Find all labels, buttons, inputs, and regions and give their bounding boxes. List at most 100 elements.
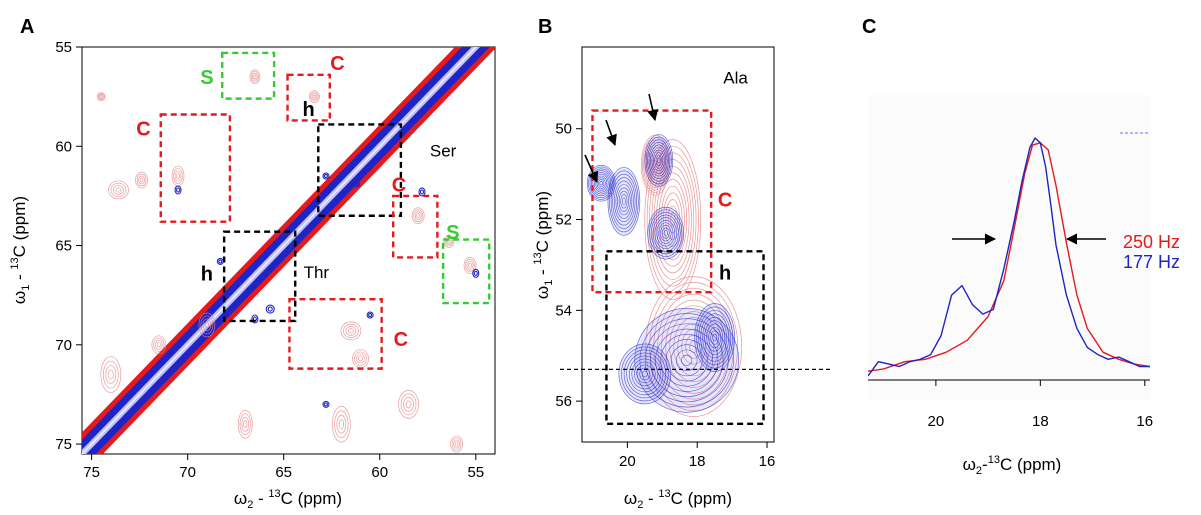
cross-peak-contour-9-2 bbox=[356, 353, 365, 364]
blue-contour-5-3 bbox=[636, 364, 653, 384]
panel-a-spectrum: S C Ch C Sh C Ser Thr 75 70 65 60 55 55 60 65 70 75 ω2 … bbox=[9, 39, 496, 511]
cross-peak-contour-22-1 bbox=[218, 259, 223, 264]
cross-peak-contour-10-2 bbox=[105, 365, 117, 384]
peak-arrow-1 bbox=[584, 154, 599, 184]
cross-peak-contour-26-2 bbox=[418, 187, 426, 197]
cross-peak-contour-17-1 bbox=[99, 95, 103, 98]
cross-peak-contour-0-2 bbox=[113, 185, 124, 195]
red-contour-0-7 bbox=[656, 172, 690, 267]
blue-contour-4-6 bbox=[655, 328, 719, 392]
blue-contour-2-3 bbox=[654, 152, 664, 169]
blue-contour-5-8 bbox=[623, 349, 666, 399]
blue-contour-4-2 bbox=[676, 349, 698, 371]
cross-peak-contour-2-3 bbox=[173, 168, 183, 184]
cross-peak-contour-1-1 bbox=[139, 177, 144, 183]
panel-b-y-ticks: 50 52 54 56 bbox=[555, 121, 582, 410]
blue-contour-2-6 bbox=[650, 144, 668, 177]
a-x-tick-label-3: 60 bbox=[371, 464, 388, 481]
cross-peak-contour-1-2 bbox=[138, 175, 145, 185]
region-box-label-7: C bbox=[394, 329, 408, 351]
region-box-0 bbox=[221, 51, 276, 100]
blue-contour-0-7 bbox=[591, 170, 612, 197]
cross-peak-contour-12-4 bbox=[198, 312, 216, 338]
cross-peak-contour-18-2 bbox=[174, 185, 182, 195]
cross-peak-contour-9-3 bbox=[354, 351, 367, 366]
red-contour-0-3 bbox=[665, 199, 681, 240]
red-contour-2-3 bbox=[651, 157, 660, 173]
cross-peak-contour-13-4 bbox=[237, 409, 253, 439]
cross-peak-contour-3-1 bbox=[253, 74, 257, 79]
region-box-4 bbox=[391, 194, 439, 259]
cross-peak-contour-25-2 bbox=[322, 400, 330, 408]
panel-b-y-axis-label: ω1 - 13C (ppm) bbox=[532, 191, 555, 299]
blue-contour-4-4 bbox=[665, 339, 708, 382]
cross-peak-contour-17-3 bbox=[97, 93, 105, 100]
cross-peak-contour-10-3 bbox=[102, 360, 119, 389]
blue-contour-2-2 bbox=[655, 155, 662, 167]
cross-peak-contour-10-1 bbox=[107, 369, 114, 380]
c-x-tick-label-2: 16 bbox=[1136, 413, 1153, 430]
peak-arrow-2 bbox=[605, 119, 617, 147]
cross-peak-contour-0-1 bbox=[115, 187, 122, 193]
red-contour-0-4 bbox=[663, 192, 683, 247]
blue-contour-5-1 bbox=[641, 370, 648, 378]
red-contour-0-6 bbox=[658, 179, 688, 260]
cross-peak-contour-8-2 bbox=[345, 326, 357, 336]
blue-contour-6-3 bbox=[708, 327, 721, 349]
peak-arrow-3 bbox=[647, 93, 659, 122]
cross-peak-contour-23-2 bbox=[265, 304, 275, 314]
a-x-tick-label-1: 70 bbox=[179, 464, 196, 481]
amino-acid-label-1: Thr bbox=[304, 263, 330, 282]
cross-peak-contour-16-1 bbox=[454, 441, 459, 447]
blue-contour-0-5 bbox=[593, 173, 609, 193]
red-contour-0-12 bbox=[644, 139, 702, 300]
region-box-label-1: C bbox=[330, 53, 344, 75]
blue-contour-5-6 bbox=[628, 355, 661, 393]
red-contour-2-7 bbox=[646, 147, 664, 183]
blue-contour-1-5 bbox=[615, 184, 633, 219]
blue-contour-4-8 bbox=[644, 318, 729, 403]
cross-peak-contour-19-1 bbox=[323, 173, 329, 179]
a-y-tick-label-3: 70 bbox=[55, 337, 72, 354]
blue-contour-1-6 bbox=[613, 180, 634, 223]
panel-b-x-ticks: 20 18 16 bbox=[619, 442, 775, 470]
blue-contour-1-9 bbox=[609, 170, 639, 233]
blue-contour-5-5 bbox=[631, 358, 659, 390]
cross-peak-contour-1-3 bbox=[136, 173, 147, 187]
amino-acid-label-0: Ser bbox=[430, 142, 457, 161]
b-x-tick-label-2: 16 bbox=[759, 453, 776, 470]
cross-peak-contour-16-2 bbox=[453, 439, 460, 449]
blue-contour-3-3 bbox=[660, 225, 672, 242]
red-contour-1-7 bbox=[665, 305, 723, 388]
b-amino-acid-label-0: Ala bbox=[723, 68, 748, 87]
panel-c-slice: 20 18 16 250 Hz 177 Hz ω2-13C (ppm) bbox=[868, 95, 1180, 477]
cross-peak-contour-2-2 bbox=[174, 170, 182, 182]
blue-contour-2-9 bbox=[645, 136, 672, 185]
cross-peak-contour-27-1 bbox=[354, 181, 359, 187]
b-y-tick-label-0: 50 bbox=[555, 121, 572, 138]
cross-peak-contour-7-3 bbox=[465, 259, 475, 272]
blue-contour-1-1 bbox=[621, 197, 626, 206]
cross-peak-contour-6-4 bbox=[443, 235, 455, 248]
blue-contour-2-1 bbox=[657, 157, 661, 164]
slice-line-250-hz bbox=[868, 142, 1150, 372]
cross-peak-contour-24-2 bbox=[366, 311, 374, 319]
a-x-tick-label-0: 75 bbox=[83, 464, 100, 481]
blue-contour-5-7 bbox=[626, 352, 664, 396]
blue-contour-5-4 bbox=[634, 361, 656, 387]
region-box-label-4: C bbox=[392, 174, 406, 196]
red-contour-1-4 bbox=[677, 322, 711, 371]
a-y-tick-label-0: 55 bbox=[55, 39, 72, 56]
panel-a-boxes: S C Ch C Sh C Ser Thr bbox=[136, 51, 491, 370]
b-y-tick-label-1: 52 bbox=[555, 212, 572, 229]
cross-peak-contour-11-3 bbox=[153, 337, 165, 352]
cross-peak-contour-14-2 bbox=[336, 414, 347, 434]
region-box-label-2: C bbox=[136, 119, 150, 141]
blue-contour-2-5 bbox=[651, 147, 667, 174]
cross-peak-contour-18-1 bbox=[175, 187, 181, 193]
cross-peak-contour-7-2 bbox=[466, 261, 474, 270]
red-contour-0-11 bbox=[646, 145, 699, 294]
red-contour-1-11 bbox=[649, 282, 739, 412]
b-x-tick-label-0: 20 bbox=[619, 453, 636, 470]
c-x-tick-label-0: 20 bbox=[928, 413, 945, 430]
